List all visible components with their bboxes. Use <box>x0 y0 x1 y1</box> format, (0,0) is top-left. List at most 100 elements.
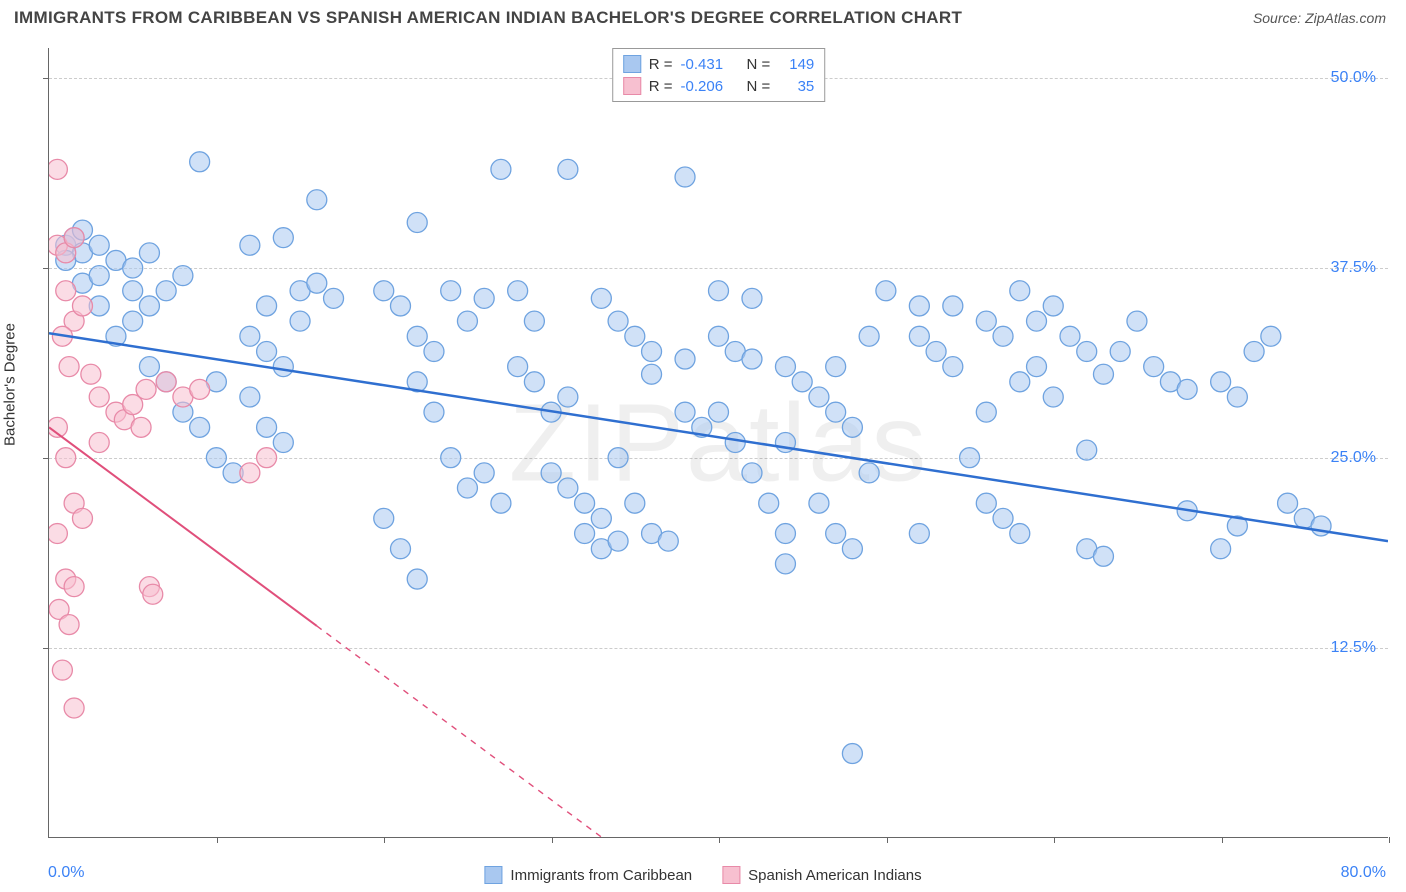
data-point <box>424 341 444 361</box>
data-point <box>591 288 611 308</box>
data-point <box>675 349 695 369</box>
x-tick <box>217 837 218 843</box>
data-point <box>390 539 410 559</box>
data-point <box>139 296 159 316</box>
data-point <box>273 228 293 248</box>
data-point <box>407 326 427 346</box>
data-point <box>1010 281 1030 301</box>
data-point <box>139 243 159 263</box>
data-point <box>675 167 695 187</box>
x-tick <box>1222 837 1223 843</box>
legend-r-value: -0.206 <box>681 78 739 95</box>
data-point <box>809 387 829 407</box>
trendline <box>49 333 1388 541</box>
data-point <box>1093 364 1113 384</box>
data-point <box>1278 493 1298 513</box>
data-point <box>1060 326 1080 346</box>
data-point <box>842 539 862 559</box>
data-point <box>1027 311 1047 331</box>
data-point <box>1043 387 1063 407</box>
legend-r-label: R = <box>649 78 673 95</box>
data-point <box>658 531 678 551</box>
data-point <box>842 417 862 437</box>
data-point <box>826 357 846 377</box>
data-point <box>625 493 645 513</box>
y-axis-label: Bachelor's Degree <box>2 323 19 446</box>
data-point <box>139 357 159 377</box>
data-point <box>156 372 176 392</box>
data-point <box>508 357 528 377</box>
data-point <box>474 463 494 483</box>
data-point <box>190 379 210 399</box>
data-point <box>324 288 344 308</box>
data-point <box>491 493 511 513</box>
x-tick <box>384 837 385 843</box>
legend-series-label: Immigrants from Caribbean <box>510 867 692 884</box>
trendline-extrapolated <box>317 626 602 837</box>
data-point <box>407 569 427 589</box>
data-point <box>775 357 795 377</box>
data-point <box>457 478 477 498</box>
data-point <box>675 402 695 422</box>
data-point <box>742 463 762 483</box>
data-point <box>826 524 846 544</box>
data-point <box>909 524 929 544</box>
data-point <box>926 341 946 361</box>
chart-plot-area: ZIPatlas R = -0.431 N = 149 R = -0.206 N… <box>48 48 1388 838</box>
data-point <box>558 478 578 498</box>
data-point <box>960 448 980 468</box>
x-axis-min-label: 0.0% <box>48 864 84 882</box>
data-point <box>725 433 745 453</box>
data-point <box>257 296 277 316</box>
legend-series-item: Spanish American Indians <box>722 866 921 884</box>
legend-series-item: Immigrants from Caribbean <box>484 866 692 884</box>
source-attribution: Source: ZipAtlas.com <box>1253 10 1386 26</box>
source-label: Source: <box>1253 10 1305 26</box>
data-point <box>474 288 494 308</box>
series-legend: Immigrants from Caribbean Spanish Americ… <box>484 866 921 884</box>
data-point <box>575 524 595 544</box>
data-point <box>859 326 879 346</box>
data-point <box>1077 341 1097 361</box>
data-point <box>709 402 729 422</box>
legend-row: R = -0.431 N = 149 <box>623 53 815 75</box>
data-point <box>64 577 84 597</box>
data-point <box>1093 546 1113 566</box>
data-point <box>524 372 544 392</box>
data-point <box>575 493 595 513</box>
legend-n-label: N = <box>747 56 771 73</box>
data-point <box>123 258 143 278</box>
data-point <box>976 493 996 513</box>
chart-title: IMMIGRANTS FROM CARIBBEAN VS SPANISH AME… <box>14 8 962 28</box>
data-point <box>1110 341 1130 361</box>
data-point <box>257 448 277 468</box>
data-point <box>49 524 67 544</box>
data-point <box>123 311 143 331</box>
data-point <box>826 402 846 422</box>
data-point <box>876 281 896 301</box>
data-point <box>64 228 84 248</box>
data-point <box>89 387 109 407</box>
data-point <box>64 698 84 718</box>
data-point <box>240 387 260 407</box>
x-tick <box>887 837 888 843</box>
data-point <box>89 433 109 453</box>
data-point <box>52 660 72 680</box>
data-point <box>240 463 260 483</box>
legend-series-label: Spanish American Indians <box>748 867 921 884</box>
data-point <box>307 273 327 293</box>
data-point <box>173 266 193 286</box>
data-point <box>1211 372 1231 392</box>
data-point <box>72 296 92 316</box>
data-point <box>642 341 662 361</box>
data-point <box>1043 296 1063 316</box>
data-point <box>374 281 394 301</box>
data-point <box>89 235 109 255</box>
data-point <box>407 213 427 233</box>
data-point <box>1127 311 1147 331</box>
data-point <box>943 357 963 377</box>
legend-r-label: R = <box>649 56 673 73</box>
x-axis-max-label: 80.0% <box>1341 864 1386 882</box>
data-point <box>89 266 109 286</box>
data-point <box>56 281 76 301</box>
